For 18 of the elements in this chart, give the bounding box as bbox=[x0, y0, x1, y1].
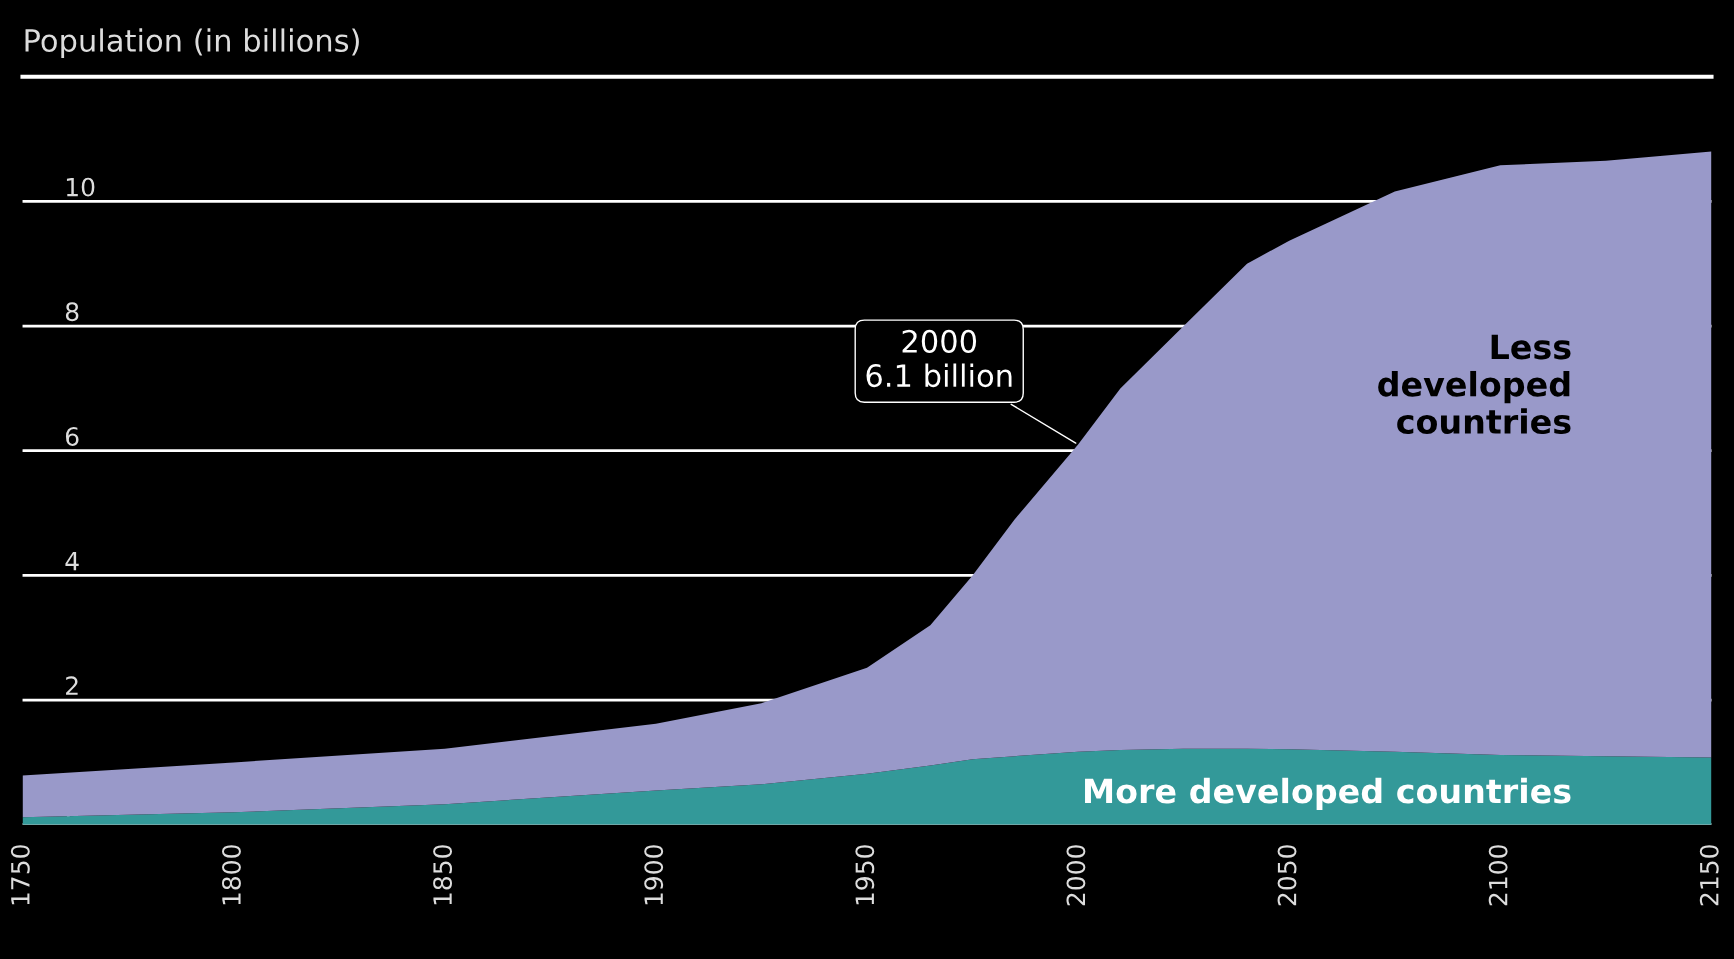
x-tick-label: 2150 bbox=[1699, 845, 1719, 906]
x-tick-label: 1850 bbox=[433, 845, 453, 905]
y-tick-label: 2 bbox=[66, 676, 78, 695]
y-tick-label: 10 bbox=[66, 177, 95, 197]
y-tick-label: 6 bbox=[65, 426, 79, 446]
x-tick-label: 2050 bbox=[1277, 845, 1297, 906]
chart-title: Population (in billions) bbox=[25, 28, 359, 58]
x-tick-label: 1750 bbox=[10, 845, 30, 905]
series-label: Less developed countries bbox=[1378, 334, 1571, 435]
annotation: 2000 6.1 billion bbox=[866, 329, 1012, 388]
x-tick-label: 1800 bbox=[222, 845, 241, 905]
y-tick-label: 8 bbox=[65, 302, 79, 322]
x-tick-label: 2000 bbox=[1066, 845, 1086, 906]
y-tick-label: 4 bbox=[65, 551, 79, 571]
x-tick-label: 1950 bbox=[855, 845, 875, 905]
x-tick-label: 1900 bbox=[644, 845, 664, 905]
x-tick-label: 2100 bbox=[1488, 845, 1508, 906]
series-label: More developed countries bbox=[1085, 777, 1571, 811]
